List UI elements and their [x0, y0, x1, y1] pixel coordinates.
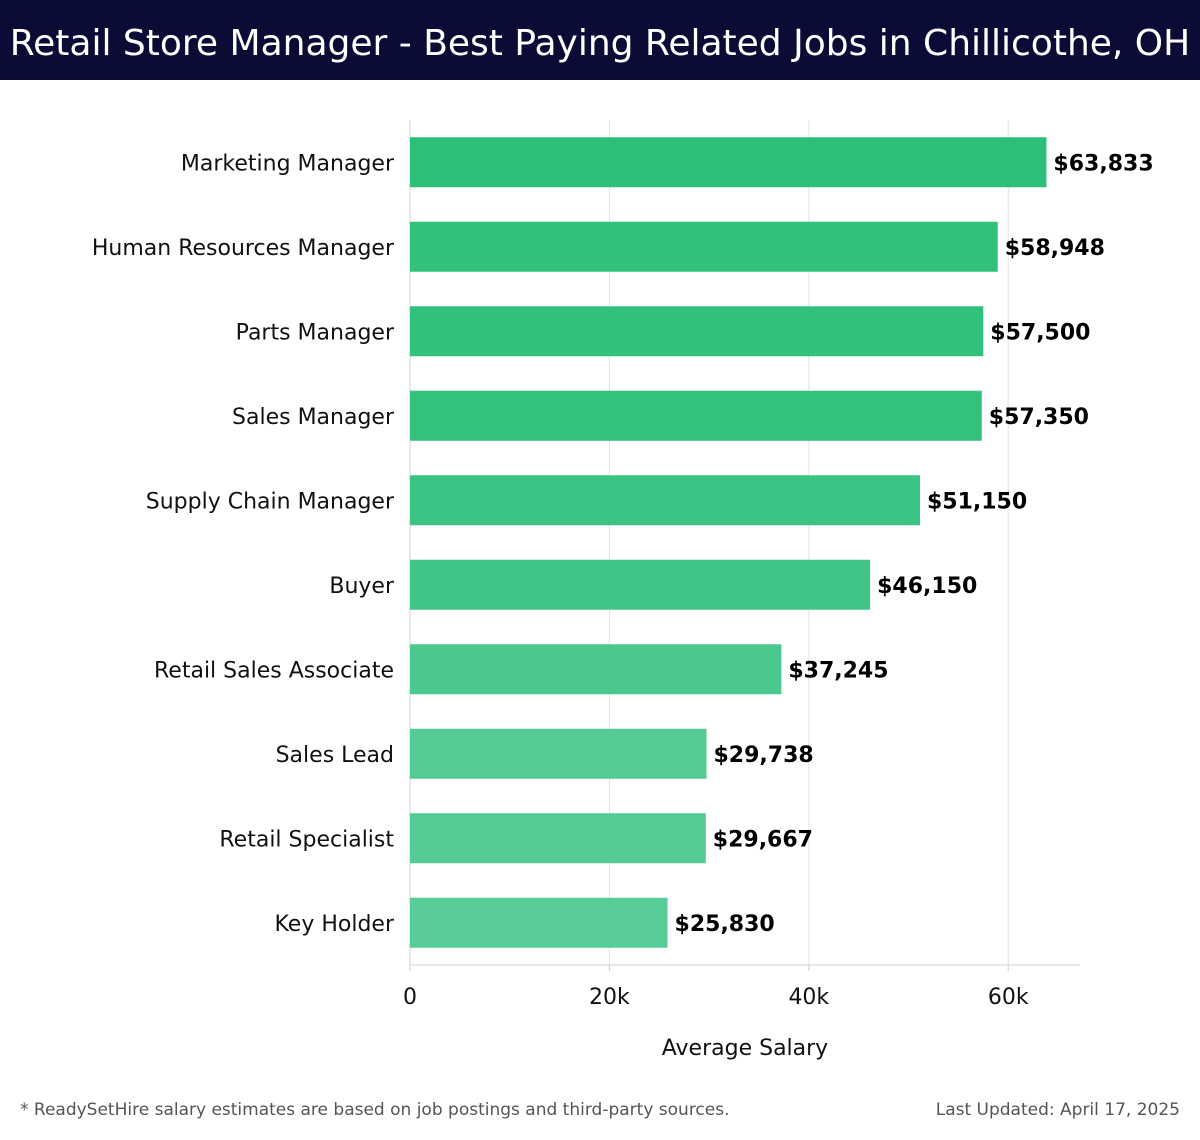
x-axis-title: Average Salary [662, 1036, 828, 1061]
category-label: Key Holder [274, 912, 394, 937]
x-tick-label: 20k [589, 985, 630, 1010]
value-label: $57,500 [990, 320, 1090, 345]
footnote: * ReadySetHire salary estimates are base… [20, 1100, 730, 1120]
value-label: $51,150 [927, 489, 1027, 514]
category-label: Retail Sales Associate [154, 658, 394, 683]
category-label: Parts Manager [236, 320, 395, 345]
x-tick-label: 0 [403, 985, 417, 1010]
bar [410, 897, 668, 948]
bar [410, 644, 782, 695]
category-label: Human Resources Manager [92, 236, 395, 261]
value-label: $37,245 [788, 658, 888, 683]
bar [410, 559, 871, 610]
x-tick-label: 40k [788, 985, 829, 1010]
bar [410, 390, 982, 441]
chart-title: Retail Store Manager - Best Paying Relat… [9, 23, 1191, 64]
value-label: $29,667 [713, 827, 813, 852]
bar [410, 813, 706, 864]
category-label: Marketing Manager [181, 151, 395, 176]
category-label: Buyer [329, 574, 395, 599]
category-label: Sales Manager [232, 405, 395, 430]
value-label: $58,948 [1005, 236, 1105, 261]
value-label: $57,350 [989, 405, 1089, 430]
chart-header: Retail Store Manager - Best Paying Relat… [0, 0, 1200, 80]
bar [410, 475, 920, 526]
x-tick-label: 60k [988, 985, 1029, 1010]
bar [410, 306, 984, 357]
category-label: Sales Lead [276, 743, 394, 768]
value-label: $29,738 [713, 743, 813, 768]
category-label: Retail Specialist [219, 827, 394, 852]
last-updated: Last Updated: April 17, 2025 [935, 1100, 1180, 1120]
category-label: Supply Chain Manager [146, 489, 395, 514]
value-label: $63,833 [1053, 151, 1153, 176]
bar [410, 137, 1047, 188]
value-label: $46,150 [877, 574, 977, 599]
bar [410, 221, 998, 272]
bar [410, 728, 707, 779]
value-label: $25,830 [675, 912, 775, 937]
